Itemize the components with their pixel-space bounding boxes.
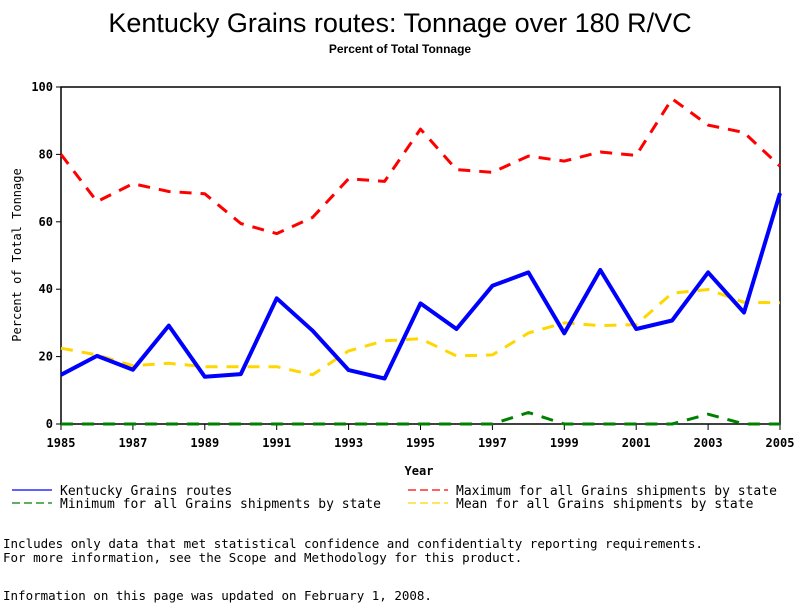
series-line-maximum-for-all-grains-shipments-by-state — [61, 99, 780, 234]
footnote-methodology: For more information, see the Scope and … — [3, 550, 522, 565]
chart-title: Kentucky Grains routes: Tonnage over 180… — [108, 8, 691, 38]
series-line-minimum-for-all-grains-shipments-by-state — [61, 413, 780, 425]
x-tick-label: 1997 — [478, 436, 507, 450]
footnote-updated: Information on this page was updated on … — [3, 588, 432, 603]
series-line-kentucky-grains-routes — [61, 193, 780, 378]
y-axis: 0 20 40 60 80 100 — [31, 80, 61, 431]
x-tick-label: 1989 — [190, 436, 219, 450]
series-group — [61, 99, 780, 424]
footnote-confidence: Includes only data that met statistical … — [3, 536, 703, 551]
x-tick-label: 2005 — [766, 436, 795, 450]
x-tick-label: 2003 — [694, 436, 723, 450]
legend-label: Mean for all Grains shipments by state — [456, 497, 754, 512]
x-tick-label: 1991 — [262, 436, 291, 450]
legend-item: Mean for all Grains shipments by state — [408, 497, 754, 512]
x-tick-label: 1999 — [550, 436, 579, 450]
y-tick-label: 20 — [39, 350, 53, 364]
y-tick-label: 40 — [39, 282, 53, 296]
x-tick-label: 1995 — [406, 436, 435, 450]
legend-item: Minimum for all Grains shipments by stat… — [12, 497, 381, 512]
y-tick-label: 100 — [31, 80, 53, 94]
y-axis-label: Percent of Total Tonnage — [10, 168, 24, 341]
y-tick-label: 80 — [39, 147, 53, 161]
legend-label: Minimum for all Grains shipments by stat… — [60, 497, 381, 512]
x-axis: 1985 1987 1989 1991 1993 1995 1997 1999 2001 2003… — [47, 424, 795, 450]
x-tick-label: 2001 — [622, 436, 651, 450]
x-tick-label: 1985 — [47, 436, 76, 450]
x-axis-label: Year — [405, 464, 434, 478]
plot-area — [61, 87, 780, 424]
x-tick-label: 1987 — [118, 436, 147, 450]
chart-subtitle: Percent of Total Tonnage — [329, 42, 472, 56]
x-tick-label: 1993 — [334, 436, 363, 450]
y-tick-label: 0 — [46, 417, 53, 431]
plot-frame — [61, 87, 780, 424]
y-tick-label: 60 — [39, 215, 53, 229]
